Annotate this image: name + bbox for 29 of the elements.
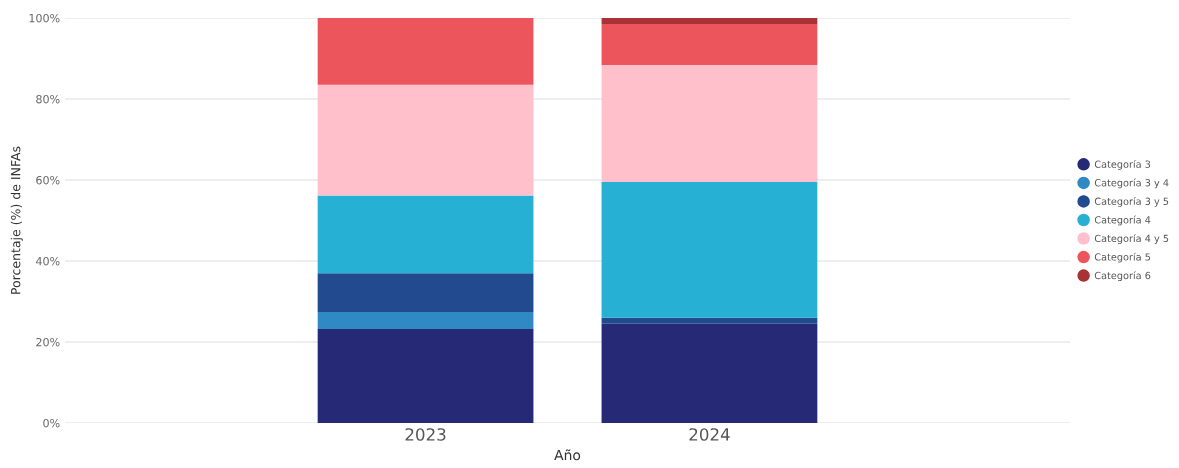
bar	[601, 18, 818, 25]
y-tick-label: 60%	[36, 175, 60, 185]
bar	[601, 64, 818, 183]
y-tick-label: 0%	[43, 418, 60, 428]
x-axis-title: Año	[554, 449, 581, 461]
legend-label: Categoría 3	[1094, 159, 1151, 170]
bar	[601, 317, 818, 324]
bar	[601, 323, 818, 423]
bar	[317, 18, 534, 85]
bar	[317, 84, 534, 196]
y-tick-label: 100%	[29, 13, 60, 23]
bar	[317, 273, 534, 313]
bar	[317, 329, 534, 423]
legend-label: Categoría 3 y 5	[1094, 197, 1169, 207]
x-tick-label: 2023	[405, 428, 446, 441]
bar	[601, 24, 818, 65]
legend-label: Categoría 4	[1094, 215, 1151, 226]
bar	[317, 195, 534, 274]
x-tick-label: 2024	[689, 428, 730, 441]
y-tick-label: 20%	[36, 337, 60, 347]
y-tick-label: 80%	[36, 94, 60, 104]
y-axis-title: Porcentaje (%) de INFAs	[10, 146, 23, 294]
legend-label: Categoría 5	[1094, 252, 1151, 263]
legend-label: Categoría 6	[1094, 271, 1151, 282]
legend-label: Categoría 3 y 4	[1094, 178, 1169, 189]
legend-label: Categoría 4 y 5	[1094, 234, 1169, 244]
bar	[317, 312, 534, 330]
y-tick-label: 40%	[35, 256, 60, 266]
bar	[601, 182, 818, 318]
